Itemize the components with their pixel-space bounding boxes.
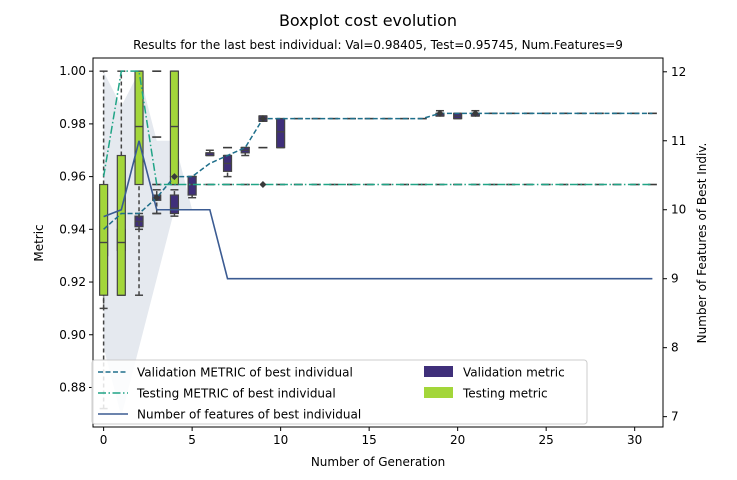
legend: Validation METRIC of best individual Tes…	[91, 359, 588, 425]
x-tick-label: 15	[362, 433, 377, 447]
validation-best-line	[103, 112, 653, 230]
testing-box	[169, 70, 180, 186]
y-tick-label: 0.92	[59, 275, 86, 289]
x-tick-label: 10	[273, 433, 288, 447]
validation-box	[187, 176, 197, 196]
y-axis-right: 7 8 9 10 11 12	[663, 65, 686, 424]
y-tick-label: 0.88	[59, 380, 86, 394]
legend-validation-box-label: Validation metric	[463, 366, 565, 380]
outlier-point	[436, 109, 444, 117]
validation-box	[169, 194, 180, 215]
testing-box	[134, 70, 144, 186]
legend-features-line-label: Number of features of best individual	[137, 408, 361, 422]
y-tick-label: 0.96	[59, 170, 86, 184]
legend-validation-box-swatch	[424, 366, 453, 377]
x-tick-label: 20	[450, 433, 465, 447]
y2-axis-label: Number of Features of Best Indiv.	[695, 143, 709, 344]
plot-content	[99, 70, 657, 417]
y2-tick-label: 8	[671, 341, 679, 355]
y2-tick-label: 11	[671, 134, 686, 148]
chart-title: Boxplot cost evolution	[279, 11, 457, 30]
outlier-point	[471, 109, 479, 117]
x-axis-label: Number of Generation	[311, 455, 445, 469]
legend-testing-box-swatch	[424, 387, 453, 398]
y-axis-label: Metric	[32, 224, 46, 261]
y2-tick-label: 12	[671, 65, 686, 79]
outlier-point	[153, 194, 161, 202]
plot-frame	[92, 57, 664, 428]
y-axis-left: 0.88 0.90 0.92 0.94 0.96 0.98 1.00	[59, 64, 93, 394]
x-axis: 0 5 10 15 20 25 30	[100, 427, 642, 447]
testing-box	[99, 183, 109, 296]
y2-tick-label: 7	[671, 410, 679, 424]
chart-subtitle: Results for the last best individual: Va…	[133, 38, 623, 52]
validation-box	[276, 118, 286, 149]
plot-area	[99, 70, 657, 417]
legend-validation-line-label: Validation METRIC of best individual	[137, 366, 353, 380]
y2-tick-label: 9	[671, 272, 679, 286]
features-best-line	[103, 140, 653, 280]
x-tick-label: 25	[539, 433, 554, 447]
x-tick-label: 5	[188, 433, 196, 447]
legend-frame	[91, 359, 588, 425]
y-tick-label: 1.00	[59, 64, 86, 78]
testing-best-line	[102, 70, 653, 186]
outlier-point	[259, 181, 267, 189]
outlier-point	[259, 115, 267, 123]
testing-box	[116, 154, 126, 296]
x-tick-label: 30	[627, 433, 642, 447]
y-tick-label: 0.98	[59, 117, 86, 131]
y-tick-label: 0.90	[59, 328, 86, 342]
y-tick-label: 0.94	[59, 222, 86, 236]
legend-testing-box-label: Testing metric	[462, 387, 548, 401]
legend-testing-line-label: Testing METRIC of best individual	[136, 387, 336, 401]
y2-tick-label: 10	[671, 203, 686, 217]
outlier-point	[170, 173, 178, 181]
x-tick-label: 0	[100, 433, 108, 447]
